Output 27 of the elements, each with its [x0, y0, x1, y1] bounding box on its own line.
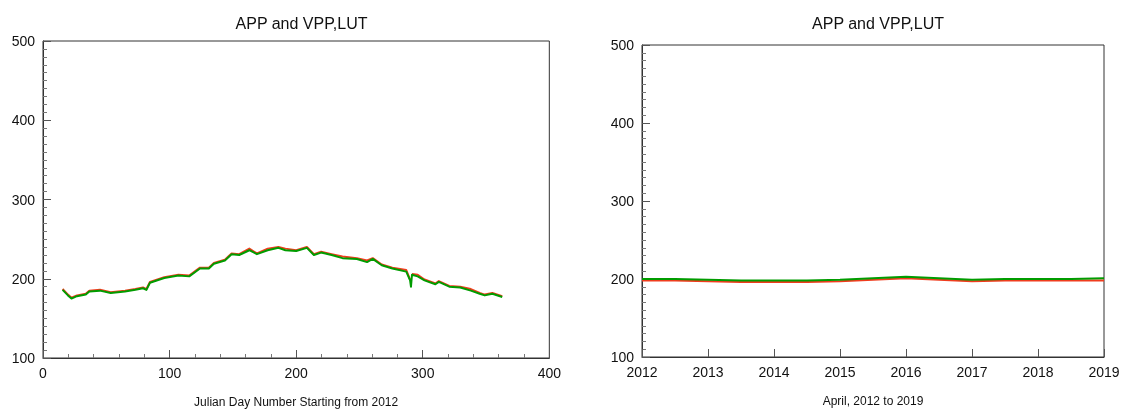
- x-tick-label: 2019: [1088, 364, 1120, 380]
- x-tick-label: 2016: [890, 364, 922, 380]
- x-tick-label: 100: [157, 365, 182, 381]
- x-tick-label: 2013: [692, 364, 724, 380]
- x-axis-title: Julian Day Number Starting from 2012: [194, 395, 399, 409]
- x-tick-label: 2018: [1022, 364, 1054, 380]
- x-axis-title: April, 2012 to 2019: [822, 394, 924, 408]
- x-tick-label: 300: [411, 365, 435, 381]
- x-tick-label: 400: [537, 365, 562, 381]
- x-tick-label: 2017: [956, 364, 988, 380]
- y-tick-label: 500: [11, 33, 36, 49]
- chart-title: APP and VPP,LUT: [812, 14, 945, 32]
- x-tick-label: 0: [39, 365, 48, 381]
- y-tick-label: 100: [610, 349, 635, 365]
- y-tick-label: 300: [610, 193, 635, 209]
- x-tick-label: 2014: [758, 364, 790, 380]
- chart-title: APP and VPP,LUT: [235, 14, 368, 32]
- y-tick-label: 500: [610, 37, 635, 53]
- y-tick-label: 400: [11, 112, 36, 129]
- y-tick-label: 100: [11, 350, 36, 366]
- y-tick-label: 200: [610, 271, 635, 287]
- y-tick-label: 300: [11, 191, 36, 208]
- x-tick-label: 2015: [824, 364, 856, 380]
- y-tick-label: 400: [610, 115, 635, 131]
- x-tick-label: 200: [284, 365, 309, 381]
- y-tick-label: 200: [11, 270, 36, 287]
- x-tick-label: 2012: [626, 364, 658, 380]
